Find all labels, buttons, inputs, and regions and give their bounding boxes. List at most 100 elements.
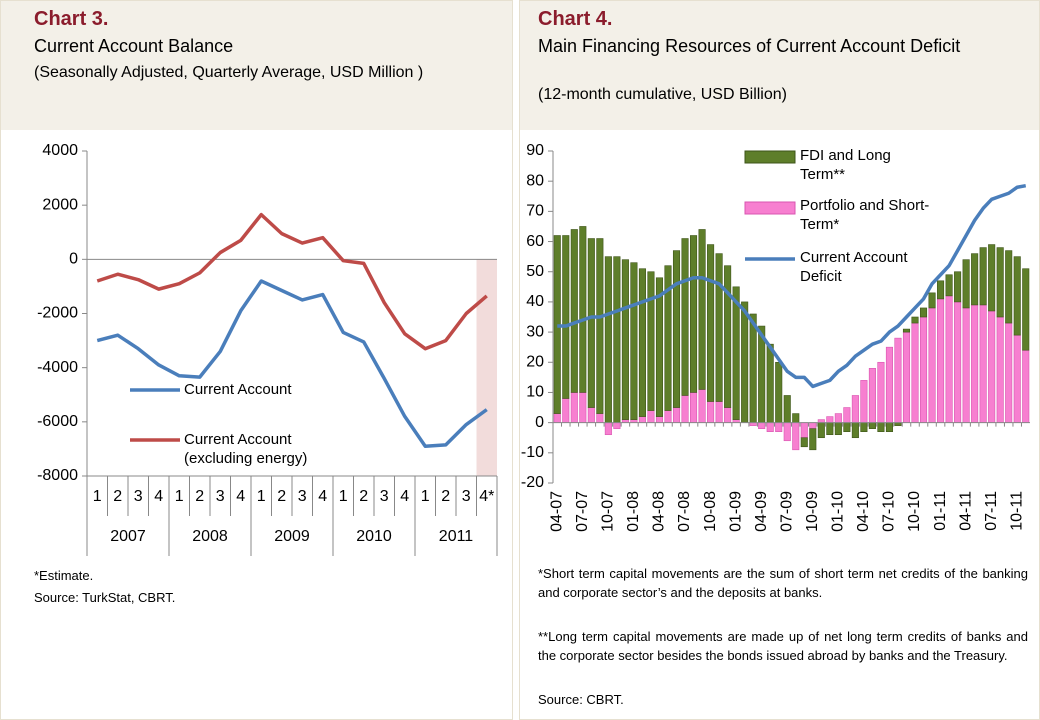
legend-label: Current Account (excluding energy) — [184, 431, 308, 467]
x-tick-label: 01-11 — [932, 491, 949, 531]
footnote: Source: CBRT. — [538, 692, 624, 707]
bar — [809, 428, 817, 451]
x-tick-label: 01-10 — [830, 491, 847, 532]
y-tick-label: -4000 — [37, 359, 78, 376]
legend-label: Current Account Deficit — [800, 249, 908, 285]
bar — [630, 262, 638, 420]
bar — [655, 416, 664, 423]
bar — [817, 422, 825, 439]
chart-note: (Seasonally Adjusted, Quarterly Average,… — [34, 64, 424, 81]
bar — [553, 413, 561, 423]
bar — [1005, 250, 1013, 324]
bar — [587, 238, 595, 408]
bar — [690, 235, 698, 393]
x-tick-label: 01-08 — [625, 491, 642, 532]
x-tick-label: 4 — [154, 488, 163, 505]
y-tick-label: 0 — [69, 251, 78, 268]
bar — [1013, 334, 1021, 423]
bar — [587, 407, 595, 423]
y-tick-label: 10 — [526, 384, 544, 401]
bar — [954, 271, 962, 303]
x-tick-label: 07-07 — [574, 491, 591, 532]
bar — [945, 295, 953, 423]
x-tick-label: 07-08 — [676, 491, 693, 532]
bar — [911, 316, 919, 324]
x-tick-label: 10-07 — [600, 491, 617, 532]
footnote: Source: TurkStat, CBRT. — [34, 590, 176, 605]
bar — [894, 337, 902, 423]
x-tick-label: 04-11 — [957, 491, 974, 531]
x-tick-label: 04-08 — [651, 491, 668, 532]
x-tick-label: 3 — [216, 488, 225, 505]
x-tick-label: 04-07 — [548, 491, 565, 532]
bar — [613, 422, 621, 429]
y-tick-label: -20 — [521, 474, 544, 491]
bar — [971, 304, 979, 423]
bar — [834, 413, 842, 423]
bar — [672, 250, 681, 408]
x-tick-label: 07-10 — [881, 491, 898, 532]
bar — [715, 401, 723, 423]
bar — [664, 265, 672, 411]
y-tick-label: 0 — [535, 414, 544, 431]
x-tick-label: 2 — [359, 488, 368, 505]
bar — [988, 310, 996, 423]
bar — [698, 389, 706, 423]
bar — [919, 316, 928, 423]
y-tick-label: 20 — [526, 353, 544, 370]
x-tick-label: 3 — [462, 488, 471, 505]
bar — [638, 268, 646, 417]
bar — [647, 410, 655, 423]
chart-title: Chart 3. — [34, 8, 109, 30]
bar — [988, 244, 996, 312]
footnote: **Long term capital movements are made u… — [538, 629, 1028, 663]
bar — [681, 395, 689, 423]
header-band — [0, 0, 513, 130]
chart-subtitle: Main Financing Resources of Current Acco… — [538, 36, 961, 56]
bar — [902, 331, 911, 423]
x-tick-label: 04-09 — [753, 491, 770, 532]
bar — [800, 422, 808, 439]
x-tick-label: 2 — [195, 488, 204, 505]
bar — [783, 395, 791, 423]
x-tick-label: 4 — [318, 488, 327, 505]
x-tick-label: 04-10 — [855, 491, 872, 532]
y-tick-label: 30 — [526, 323, 544, 340]
bar — [655, 277, 664, 417]
x-tick-label: 2 — [113, 488, 122, 505]
bar — [1005, 322, 1013, 423]
y-tick-label: 60 — [526, 233, 544, 250]
bar — [664, 410, 672, 423]
bar — [800, 437, 808, 448]
chart-title: Chart 4. — [538, 8, 613, 30]
bar — [775, 422, 783, 432]
year-label: 2010 — [356, 528, 392, 545]
bar — [724, 265, 732, 408]
bar — [911, 322, 919, 423]
bar — [945, 274, 953, 297]
bar — [698, 229, 706, 390]
bar — [562, 398, 570, 423]
x-tick-label: 10-08 — [702, 491, 719, 532]
x-tick-label: 3 — [298, 488, 307, 505]
header-band — [519, 0, 1040, 130]
bar — [749, 313, 757, 423]
chart-note: (12-month cumulative, USD Billion) — [538, 86, 787, 103]
x-tick-label: 10-09 — [804, 491, 821, 532]
x-tick-label: 1 — [421, 488, 430, 505]
bar — [638, 416, 646, 423]
bar — [1013, 256, 1021, 336]
bar — [954, 301, 962, 423]
bar — [1022, 349, 1030, 423]
bar — [851, 395, 859, 423]
bar — [962, 259, 970, 309]
x-tick-label: 2 — [277, 488, 286, 505]
x-tick-label: 1 — [175, 488, 184, 505]
bar — [758, 422, 766, 429]
bar — [681, 238, 689, 396]
bar — [672, 407, 681, 423]
bar — [971, 253, 979, 306]
bar — [732, 286, 740, 420]
bar — [860, 422, 868, 432]
